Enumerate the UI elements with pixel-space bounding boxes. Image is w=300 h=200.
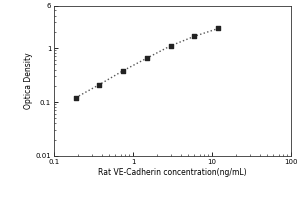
Point [97,83,102,86]
Point [168,44,173,47]
Point [121,69,125,72]
Point [192,35,197,38]
X-axis label: Rat VE-Cadherin concentration(ng/mL): Rat VE-Cadherin concentration(ng/mL) [98,168,247,177]
Point [216,27,221,30]
Point [73,96,78,99]
Point [145,57,149,60]
Y-axis label: Optica Density: Optica Density [24,53,33,109]
